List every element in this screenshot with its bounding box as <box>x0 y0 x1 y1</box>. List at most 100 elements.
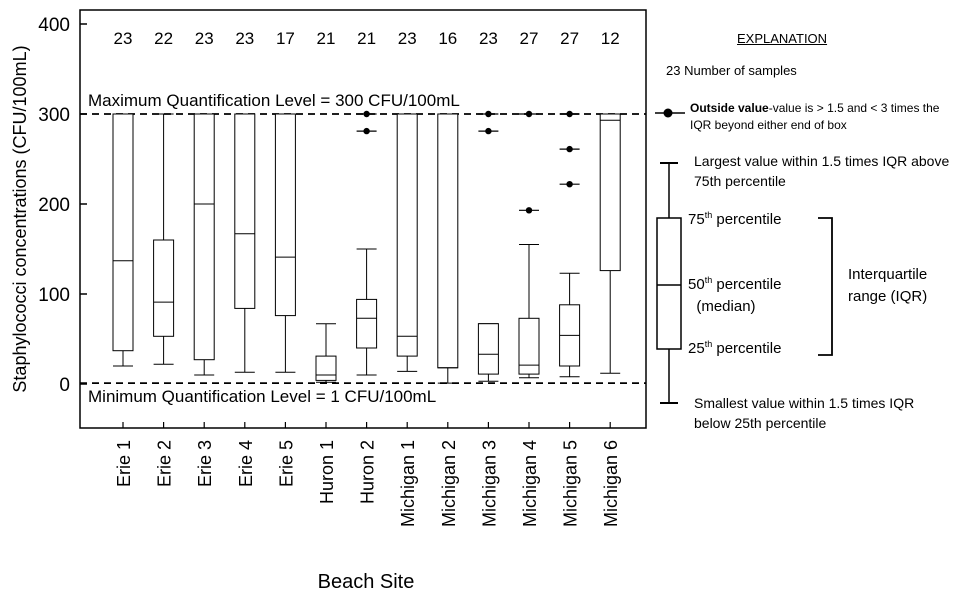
x-axis-title: Beach Site <box>318 571 415 593</box>
explanation-heading: EXPLANATION <box>737 31 828 46</box>
x-category-label: Huron 2 <box>358 440 378 504</box>
boxes <box>112 110 621 384</box>
iqr-box <box>193 113 215 361</box>
p75-word: percentile <box>716 211 782 228</box>
x-category-label: Huron 1 <box>317 440 337 504</box>
y-tick-label: 400 <box>38 15 70 36</box>
p75-number: 75 <box>688 211 705 228</box>
sample-count: 21 <box>357 29 376 48</box>
legend-iqr: Interquartile range (IQR) <box>848 264 958 308</box>
iqr-box <box>356 298 378 349</box>
p50-suffix: th <box>704 275 713 285</box>
p75-suffix: th <box>704 210 713 220</box>
sample-count: 27 <box>560 29 579 48</box>
y-axis-title: Staphylococci concentrations (CFU/100mL) <box>10 45 30 392</box>
iqr-box <box>599 113 621 272</box>
sample-count: 22 <box>154 29 173 48</box>
iqr-box <box>153 239 175 337</box>
y-tick-label: 0 <box>59 375 70 396</box>
x-category-label: Michigan 5 <box>561 440 581 527</box>
box-9 <box>477 110 499 382</box>
explanation-panel: EXPLANATION 23 Number of samples Outside… <box>650 0 963 440</box>
sample-count: 23 <box>479 29 498 48</box>
p25-suffix: th <box>704 339 713 349</box>
box-1 <box>153 113 175 365</box>
legend-outside-value-text: Outside value-value is > 1.5 and < 3 tim… <box>690 100 960 134</box>
y-tick-label: 200 <box>38 195 70 216</box>
box-5 <box>315 323 337 383</box>
p25-word: percentile <box>716 340 782 357</box>
box-3 <box>234 113 256 373</box>
x-axis-labels: Erie 1 Erie 2 Erie 3 Erie 4 Erie 5 Huron 1 Hur… <box>114 422 621 527</box>
y-tick-label: 300 <box>38 105 70 126</box>
outlier-point <box>363 127 370 135</box>
outlier-point <box>566 145 573 153</box>
x-category-label: Michigan 4 <box>520 440 540 527</box>
p25-number: 25 <box>688 340 705 357</box>
iqr-box <box>112 113 134 352</box>
iqr-box <box>477 323 499 375</box>
legend-smallest-value: Smallest value within 1.5 times IQR belo… <box>694 395 915 431</box>
iqr-box <box>274 113 296 317</box>
outlier-point <box>485 127 492 135</box>
legend-boxplot-icon <box>656 162 682 404</box>
sample-count: 23 <box>398 29 417 48</box>
outside-value-title: Outside value <box>690 101 769 115</box>
x-category-label: Michigan 1 <box>398 440 418 527</box>
outlier-point <box>566 181 573 188</box>
y-tick-label: 100 <box>38 285 70 306</box>
box-8 <box>437 113 459 384</box>
sample-count: 23 <box>195 29 214 48</box>
box-2 <box>193 113 215 376</box>
sample-count: 23 <box>235 29 254 48</box>
y-axis: 0 100 200 300 400 <box>38 15 87 396</box>
iqr-bracket-icon <box>818 217 833 356</box>
legend-50th-percentile: 50th percentile (median) <box>688 274 828 318</box>
legend-75th-percentile: 75th percentile <box>688 210 782 229</box>
x-category-label: Erie 1 <box>114 440 134 487</box>
reference-line-label: Maximum Quantification Level = 300 CFU/1… <box>88 91 460 110</box>
box-0 <box>112 113 134 367</box>
iqr-line1: Interquartile <box>848 266 928 283</box>
p50-word: percentile <box>716 276 782 293</box>
legend-outside-value-icon <box>655 108 685 118</box>
iqr-box <box>437 113 459 369</box>
legend-count-example: 23 <box>666 63 681 78</box>
x-category-label: Michigan 2 <box>439 440 459 527</box>
outlier-point <box>525 110 533 118</box>
reference-line-label: Minimum Quantification Level = 1 CFU/100… <box>88 387 436 406</box>
x-category-label: Erie 3 <box>195 440 215 487</box>
sample-counts: 23 22 23 23 17 21 21 23 16 23 27 27 12 <box>114 29 620 48</box>
sample-count: 12 <box>601 29 620 48</box>
sample-count: 16 <box>438 29 457 48</box>
sample-count: 21 <box>317 29 336 48</box>
iqr-box <box>315 355 337 381</box>
iqr-box <box>518 317 540 375</box>
box-4 <box>274 113 296 373</box>
iqr-line2: range (IQR) <box>848 288 928 305</box>
x-category-label: Michigan 3 <box>479 440 499 527</box>
box-6 <box>356 110 378 376</box>
outside-value-desc: -value is > 1.5 and < 3 times the IQR be… <box>690 101 940 132</box>
p50-number: 50 <box>688 276 705 293</box>
outlier-point <box>485 110 492 118</box>
x-category-label: Michigan 6 <box>601 440 621 527</box>
p50-median: (median) <box>696 298 756 315</box>
x-category-label: Erie 4 <box>236 440 256 487</box>
legend-largest-value: Largest value within 1.5 times IQR above… <box>694 153 950 189</box>
box-11 <box>559 110 581 378</box>
legend-25th-percentile: 25th percentile <box>688 339 782 358</box>
sample-count: 27 <box>520 29 539 48</box>
iqr-box <box>396 113 418 357</box>
outlier-point <box>525 207 533 214</box>
iqr-box <box>234 113 256 309</box>
box-12 <box>599 113 621 374</box>
outlier-point <box>566 110 573 118</box>
x-category-label: Erie 2 <box>155 440 175 487</box>
sample-count: 17 <box>276 29 295 48</box>
box-10 <box>518 110 540 379</box>
legend-sample-count: 23 Number of samples <box>666 63 797 78</box>
x-category-label: Erie 5 <box>276 440 296 487</box>
outlier-point <box>363 110 370 118</box>
